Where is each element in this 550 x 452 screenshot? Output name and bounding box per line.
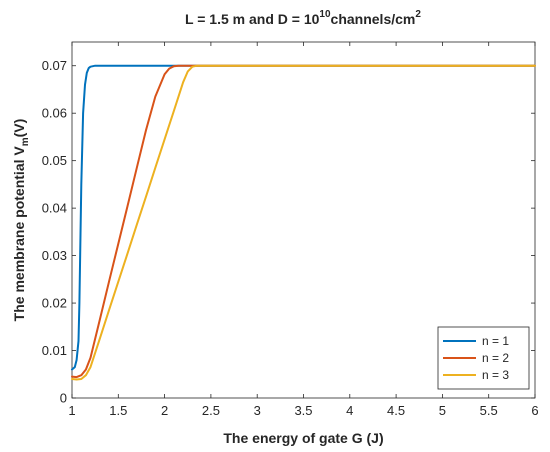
x-axis-ticks: 1 1.5 2 2.5 3 3.5 4 4.5 5 5.5 6	[68, 42, 539, 418]
series-lines	[71, 64, 536, 381]
legend: n = 1 n = 2 n = 3	[437, 326, 530, 390]
chart-title-unit-exponent: 2	[415, 9, 421, 20]
y-axis-title: The membrane potential Vm(V)	[11, 119, 31, 322]
series-line-n-3	[71, 64, 536, 381]
legend-label-n-2: n = 2	[482, 351, 509, 365]
y-tick-label: 0	[60, 391, 67, 406]
x-tick-label: 6	[531, 403, 538, 418]
x-tick-label: 1	[68, 403, 75, 418]
y-tick-label: 0.04	[42, 201, 67, 216]
y-axis-title-unit: (V)	[11, 119, 27, 138]
chart-title-exponent: 10	[319, 9, 331, 20]
y-axis-title-text: The membrane potential V	[11, 146, 27, 322]
x-tick-label: 3	[254, 403, 261, 418]
chart-title-unit: channels/cm	[331, 11, 416, 27]
y-tick-label: 0.02	[42, 296, 67, 311]
x-tick-label: 4.5	[387, 403, 405, 418]
x-tick-label: 5	[439, 403, 446, 418]
x-axis-title: The energy of gate G (J)	[223, 430, 383, 446]
x-tick-label: 3.5	[294, 403, 312, 418]
x-tick-label: 1.5	[109, 403, 127, 418]
y-axis-title-subscript: m	[20, 137, 31, 146]
chart-title: L = 1.5 m and D = 1010channels/cm2	[185, 9, 421, 27]
y-tick-label: 0.01	[42, 343, 67, 358]
y-tick-label: 0.06	[42, 106, 67, 121]
x-tick-label: 5.5	[480, 403, 498, 418]
x-tick-label: 2	[161, 403, 168, 418]
legend-label-n-3: n = 3	[482, 368, 509, 382]
y-tick-label: 0.03	[42, 248, 67, 263]
legend-label-n-1: n = 1	[482, 334, 509, 348]
y-axis-ticks: 0 0.01 0.02 0.03 0.04 0.05 0.06 0.07	[42, 58, 535, 406]
chart-title-text: L = 1.5 m and D = 10	[185, 11, 320, 27]
x-tick-label: 2.5	[202, 403, 220, 418]
y-tick-label: 0.07	[42, 58, 67, 73]
x-tick-label: 4	[346, 403, 353, 418]
y-tick-label: 0.05	[42, 153, 67, 168]
